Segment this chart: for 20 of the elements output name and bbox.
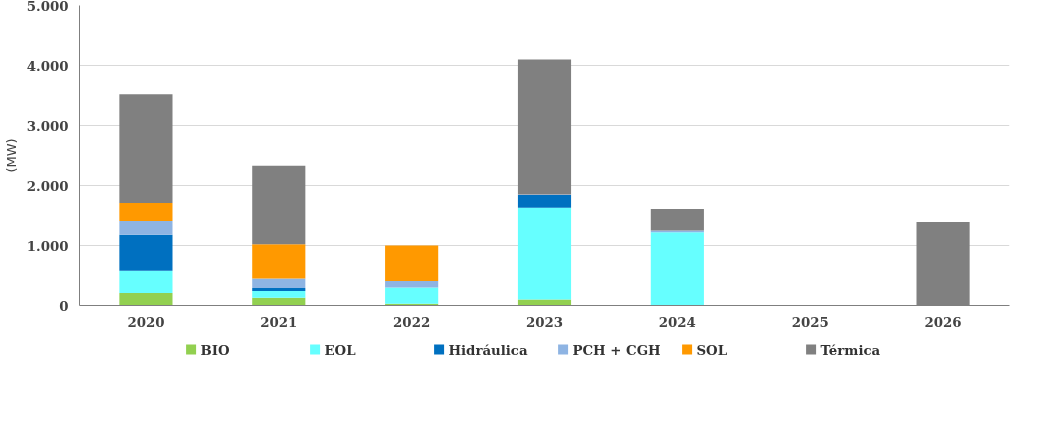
legend-label: PCH + CGH [572,341,661,358]
x-tick-label: 2025 [791,313,829,330]
legend-label: EOL [324,341,357,358]
y-tick-label: 3.000 [26,117,69,134]
x-tick-label: 2022 [393,313,431,330]
x-tick-label: 2024 [658,313,696,330]
legend-label: SOL [696,341,728,358]
x-tick-label: 2023 [525,313,564,330]
y-tick-label: 5.000 [26,0,69,14]
legend-label: Hidráulica [448,341,528,358]
x-tick-label: 2026 [924,313,962,330]
x-tick-label: 2021 [260,313,298,330]
y-tick-label: 0 [59,297,69,314]
legend-label: BIO [200,341,230,358]
y-tick-label: 4.000 [26,57,69,74]
y-tick-label: 2.000 [26,177,69,194]
y-axis-title: (MW) [3,138,19,173]
x-tick-label: 2020 [127,313,165,330]
y-tick-label: 1.000 [26,237,69,254]
legend-label: Térmica [820,341,881,358]
